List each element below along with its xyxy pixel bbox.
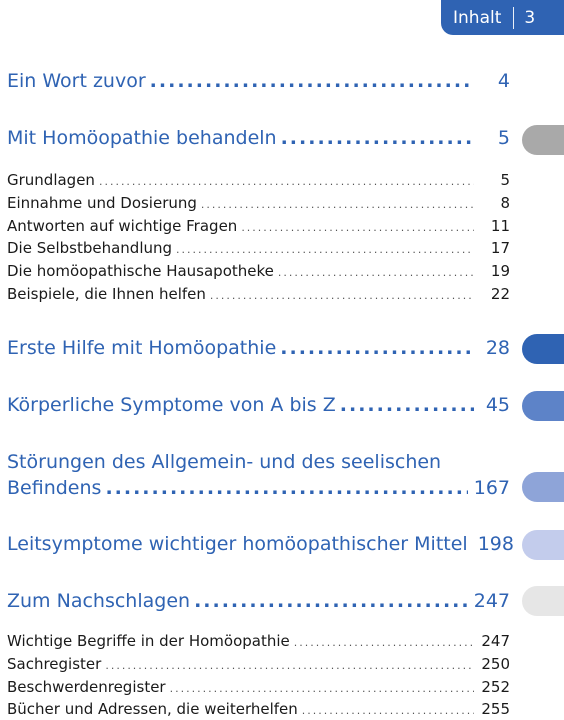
leader-dots: ........................................… (209, 289, 474, 302)
item-page: 11 (490, 217, 510, 235)
item-page: 250 (481, 655, 510, 673)
toc-item[interactable]: Wichtige Begriffe in der Homöopathie ...… (7, 632, 510, 650)
leader-dots: ........................................… (200, 198, 474, 211)
toc-item[interactable]: Sachregister ...........................… (7, 655, 510, 673)
header-divider (513, 6, 515, 29)
chapter-title: Mit Homöopathie behandeln (7, 127, 277, 149)
chapter-marker-tab[interactable] (522, 334, 564, 364)
chapter-marker-tab[interactable] (522, 125, 564, 155)
chapter-page: 167 (473, 477, 510, 499)
toc-chapter-mit-homoeopathie-behandeln[interactable]: Mit Homöopathie behandeln ..............… (7, 127, 510, 149)
toc-chapter-stoerungen[interactable]: Störungen des Allgemein- und des seelisc… (7, 451, 510, 499)
item-page: 255 (481, 700, 510, 718)
item-page: 252 (481, 678, 510, 696)
item-title: Antworten auf wichtige Fragen (7, 217, 238, 235)
item-title: Grundlagen (7, 171, 95, 189)
toc-chapter-leitsymptome[interactable]: Leitsymptome wichtiger homöopathischer M… (7, 533, 514, 555)
item-page: 19 (490, 262, 510, 280)
chapter-title-line2: Befindens (7, 477, 102, 499)
leader-dots: ........................................… (105, 659, 474, 672)
item-title: Wichtige Begriffe in der Homöopathie (7, 632, 290, 650)
item-title: Beschwerdenregister (7, 678, 166, 696)
chapter-page: 4 (497, 70, 510, 92)
chapter-title: Erste Hilfe mit Homöopathie (7, 337, 277, 359)
chapter-title: Leitsymptome wichtiger homöopathischer M… (7, 533, 468, 555)
toc-item[interactable]: Einnahme und Dosierung .................… (7, 194, 510, 212)
leader-dots: ........................................… (176, 243, 474, 256)
toc-chapter-koerperliche-symptome[interactable]: Körperliche Symptome von A bis Z .......… (7, 394, 510, 416)
chapter-page: 28 (485, 337, 510, 359)
leader-dots: ........................................… (241, 221, 474, 234)
item-page: 8 (500, 194, 510, 212)
item-title: Bücher und Adressen, die weiterhelfen (7, 700, 298, 718)
item-page: 247 (481, 632, 510, 650)
item-title: Die homöopathische Hausapotheke (7, 262, 274, 280)
leader-dots: ........................................… (293, 636, 474, 649)
leader-dots: ........................................… (149, 70, 474, 92)
leader-dots: ........................................… (105, 477, 467, 499)
leader-dots: ........................................… (169, 682, 474, 695)
item-page: 22 (490, 285, 510, 303)
item-title: Sachregister (7, 655, 102, 673)
item-title: Die Selbstbehandlung (7, 239, 173, 257)
item-page: 17 (490, 239, 510, 257)
page-number: 3 (524, 7, 536, 28)
leader-dots: ........................................… (280, 127, 474, 149)
chapter-page: 198 (477, 533, 514, 555)
toc-chapter-erste-hilfe[interactable]: Erste Hilfe mit Homöopathie ............… (7, 337, 510, 359)
toc-chapter-zum-nachschlagen[interactable]: Zum Nachschlagen .......................… (7, 590, 510, 612)
item-title: Beispiele, die Ihnen helfen (7, 285, 206, 303)
chapter-marker-tab[interactable] (522, 391, 564, 421)
item-page: 5 (500, 171, 510, 189)
toc-item[interactable]: Beispiele, die Ihnen helfen ............… (7, 285, 510, 303)
chapter-title: Zum Nachschlagen (7, 590, 191, 612)
chapter-title-line1: Störungen des Allgemein- und des seelisc… (7, 451, 442, 473)
toc-item[interactable]: Die Selbstbehandlung ...................… (7, 239, 510, 257)
header-tab: Inhalt 3 (441, 0, 564, 35)
chapter-marker-tab[interactable] (522, 586, 564, 616)
toc-item[interactable]: Grundlagen .............................… (7, 171, 510, 189)
chapter-title-line2-row: Befindens ..............................… (7, 477, 510, 499)
chapter-page: 247 (473, 590, 510, 612)
chapter-title: Ein Wort zuvor (7, 70, 146, 92)
leader-dots: ........................................… (301, 704, 474, 717)
toc-item[interactable]: Die homöopathische Hausapotheke ........… (7, 262, 510, 280)
leader-dots: ........................................… (277, 266, 474, 279)
chapter-title: Körperliche Symptome von A bis Z (7, 394, 336, 416)
item-title: Einnahme und Dosierung (7, 194, 197, 212)
leader-dots: ........................................… (339, 394, 474, 416)
leader-dots: ........................................… (98, 175, 474, 188)
section-title: Inhalt (453, 7, 502, 28)
chapter-page: 5 (497, 127, 510, 149)
chapter-marker-tab[interactable] (522, 472, 564, 502)
chapter-page: 45 (485, 394, 510, 416)
toc-item[interactable]: Beschwerdenregister ....................… (7, 678, 510, 696)
leader-dots: ........................................… (280, 337, 474, 359)
toc-item[interactable]: Antworten auf wichtige Fragen ..........… (7, 217, 510, 235)
toc-item[interactable]: Bücher und Adressen, die weiterhelfen ..… (7, 700, 510, 718)
toc-chapter-ein-wort-zuvor[interactable]: Ein Wort zuvor .........................… (7, 70, 510, 92)
leader-dots: ........................................… (194, 590, 468, 612)
chapter-marker-tab[interactable] (522, 530, 564, 560)
